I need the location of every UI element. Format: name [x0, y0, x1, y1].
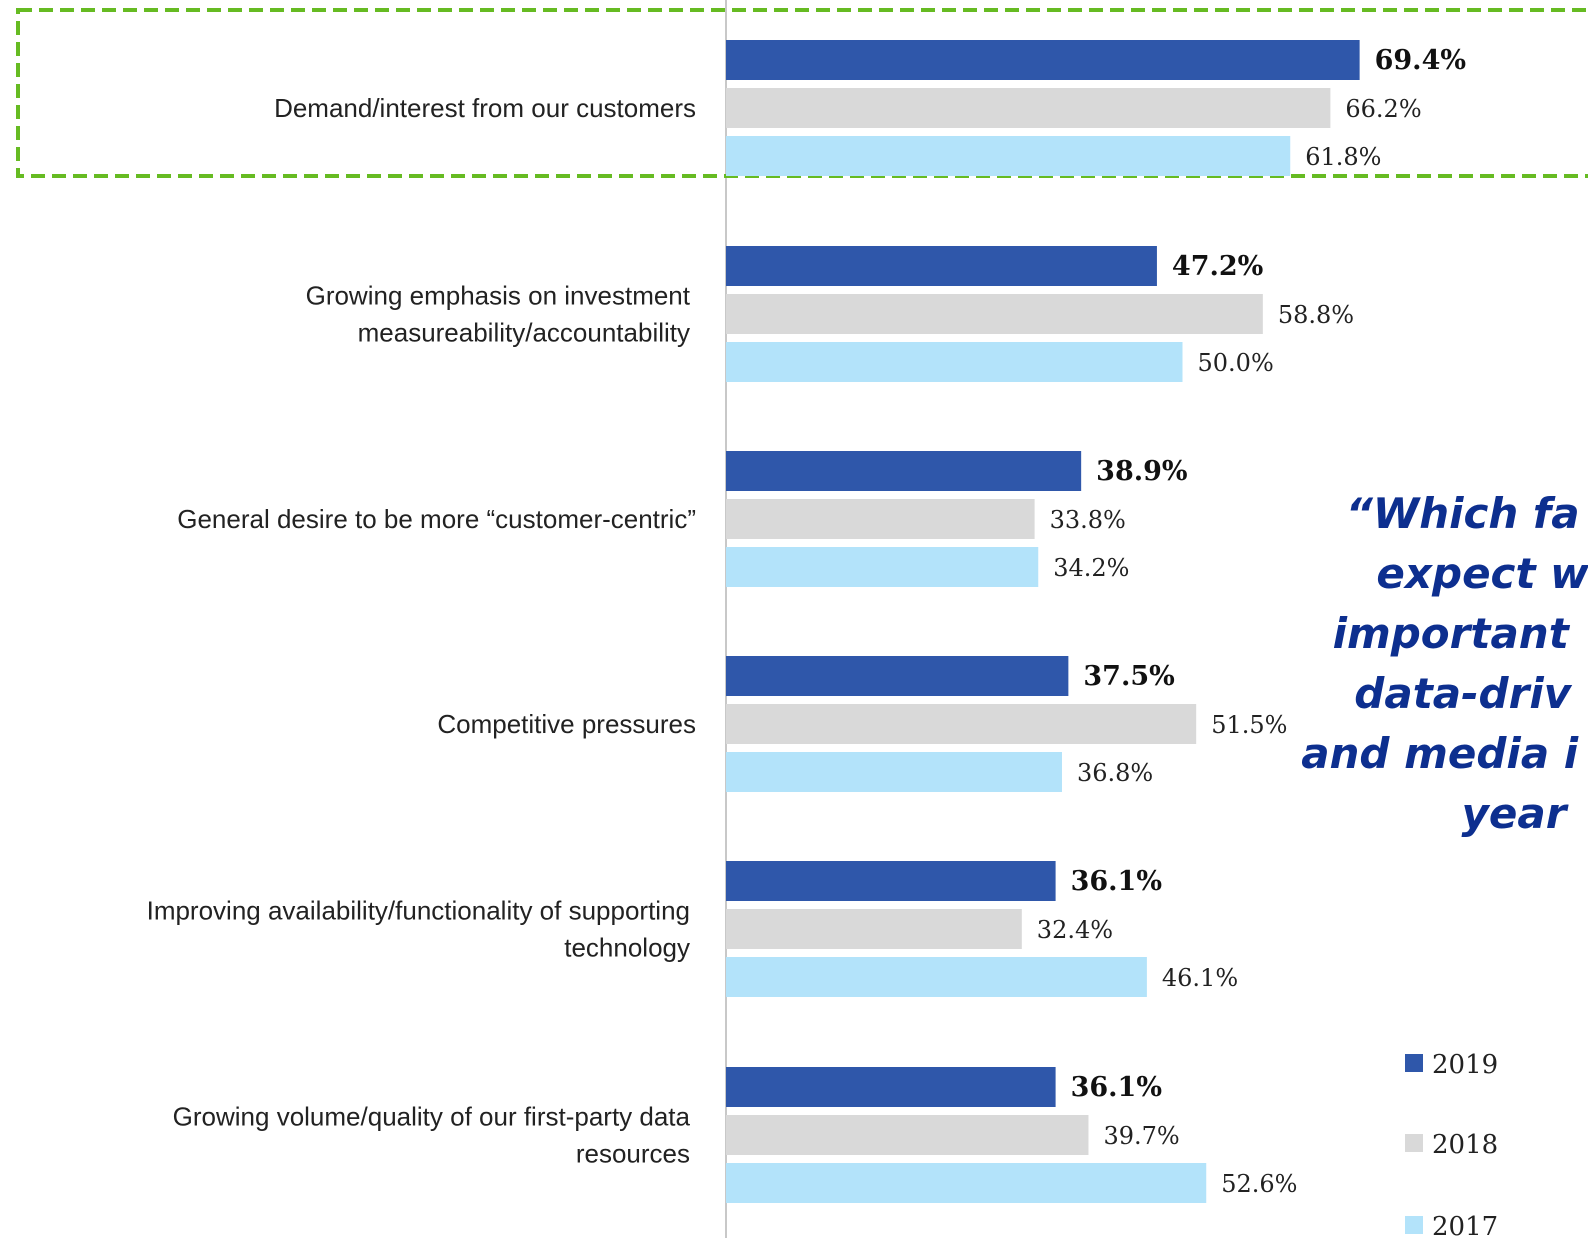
category-label: Competitive pressures [437, 709, 696, 739]
category-label: Growing volume/quality of our first-part… [173, 1102, 691, 1169]
bar-2017 [726, 752, 1062, 792]
legend-swatch-2018 [1405, 1134, 1423, 1152]
question-line: and media i [1301, 729, 1579, 778]
bar-2018 [726, 909, 1022, 949]
category-label-line: resources [576, 1139, 690, 1169]
bar-2019 [726, 246, 1157, 286]
bar-2018 [726, 704, 1197, 744]
bar-2019 [726, 1067, 1056, 1107]
bar-2019 [726, 656, 1069, 696]
category-label-line: Competitive pressures [437, 709, 696, 739]
question-line: important [1333, 609, 1571, 658]
data-label-2018: 66.2% [1345, 95, 1421, 123]
data-label-2018: 39.7% [1103, 1122, 1179, 1150]
bar-2019 [726, 40, 1360, 80]
category-label-line: Growing emphasis on investment [306, 281, 691, 311]
category-label-line: Demand/interest from our customers [274, 93, 696, 123]
bar-2017 [726, 1163, 1207, 1203]
bar-2018 [726, 294, 1263, 334]
legend-swatch-2019 [1405, 1054, 1423, 1072]
category-label: Growing emphasis on investment measureabi… [306, 281, 691, 348]
bar-2019 [726, 451, 1082, 491]
data-label-2017: 36.8% [1077, 759, 1153, 787]
data-label-2018: 33.8% [1050, 506, 1126, 534]
legend-swatch-2017 [1405, 1216, 1423, 1234]
legend-label-2017: 2017 [1432, 1212, 1498, 1242]
data-label-2017: 34.2% [1053, 554, 1129, 582]
data-label-2019: 38.9% [1096, 456, 1187, 487]
data-label-2018: 32.4% [1037, 916, 1113, 944]
bars-group [726, 40, 1360, 1203]
data-label-2019: 69.4% [1375, 45, 1466, 76]
data-label-2018: 51.5% [1211, 711, 1287, 739]
category-label-line: Growing volume/quality of our first-part… [173, 1102, 691, 1132]
data-label-2017: 61.8% [1305, 143, 1381, 171]
legend: 2019 2018 2017 [1405, 1050, 1498, 1242]
category-label-line: General desire to be more “customer-cent… [177, 504, 696, 534]
question-line: “Which fa [1346, 489, 1580, 538]
data-label-2017: 50.0% [1198, 349, 1274, 377]
category-label-line: measureability/accountability [358, 318, 690, 348]
bar-2017 [726, 957, 1147, 997]
data-label-2019: 36.1% [1071, 1072, 1162, 1103]
bar-2017 [726, 547, 1039, 587]
bar-2017 [726, 136, 1291, 176]
data-label-2019: 47.2% [1172, 251, 1263, 282]
category-label-line: Improving availability/functionality of … [147, 896, 690, 926]
bar-2018 [726, 499, 1035, 539]
data-label-2017: 46.1% [1162, 964, 1238, 992]
bar-2018 [726, 1115, 1089, 1155]
question-line: data-driv [1354, 669, 1572, 718]
data-label-2019: 37.5% [1083, 661, 1174, 692]
legend-label-2019: 2019 [1432, 1050, 1498, 1080]
bar-2018 [726, 88, 1331, 128]
bar-2017 [726, 342, 1183, 382]
bar-2019 [726, 861, 1056, 901]
data-label-2018: 58.8% [1278, 301, 1354, 329]
question-line: year [1462, 789, 1569, 838]
category-label: Improving availability/functionality of … [147, 896, 690, 963]
data-label-2017: 52.6% [1221, 1170, 1297, 1198]
category-label: General desire to be more “customer-cent… [177, 504, 696, 534]
labels-group: Demand/interest from our customers 69.4% 6… [147, 45, 1466, 1198]
category-label: Demand/interest from our customers [274, 93, 696, 123]
data-label-2019: 36.1% [1071, 866, 1162, 897]
category-label-line: technology [564, 933, 690, 963]
question-line: expect w [1376, 549, 1588, 598]
legend-label-2018: 2018 [1432, 1130, 1498, 1160]
question-annotation: “Which fa expect w important data-driv a… [1301, 489, 1588, 838]
